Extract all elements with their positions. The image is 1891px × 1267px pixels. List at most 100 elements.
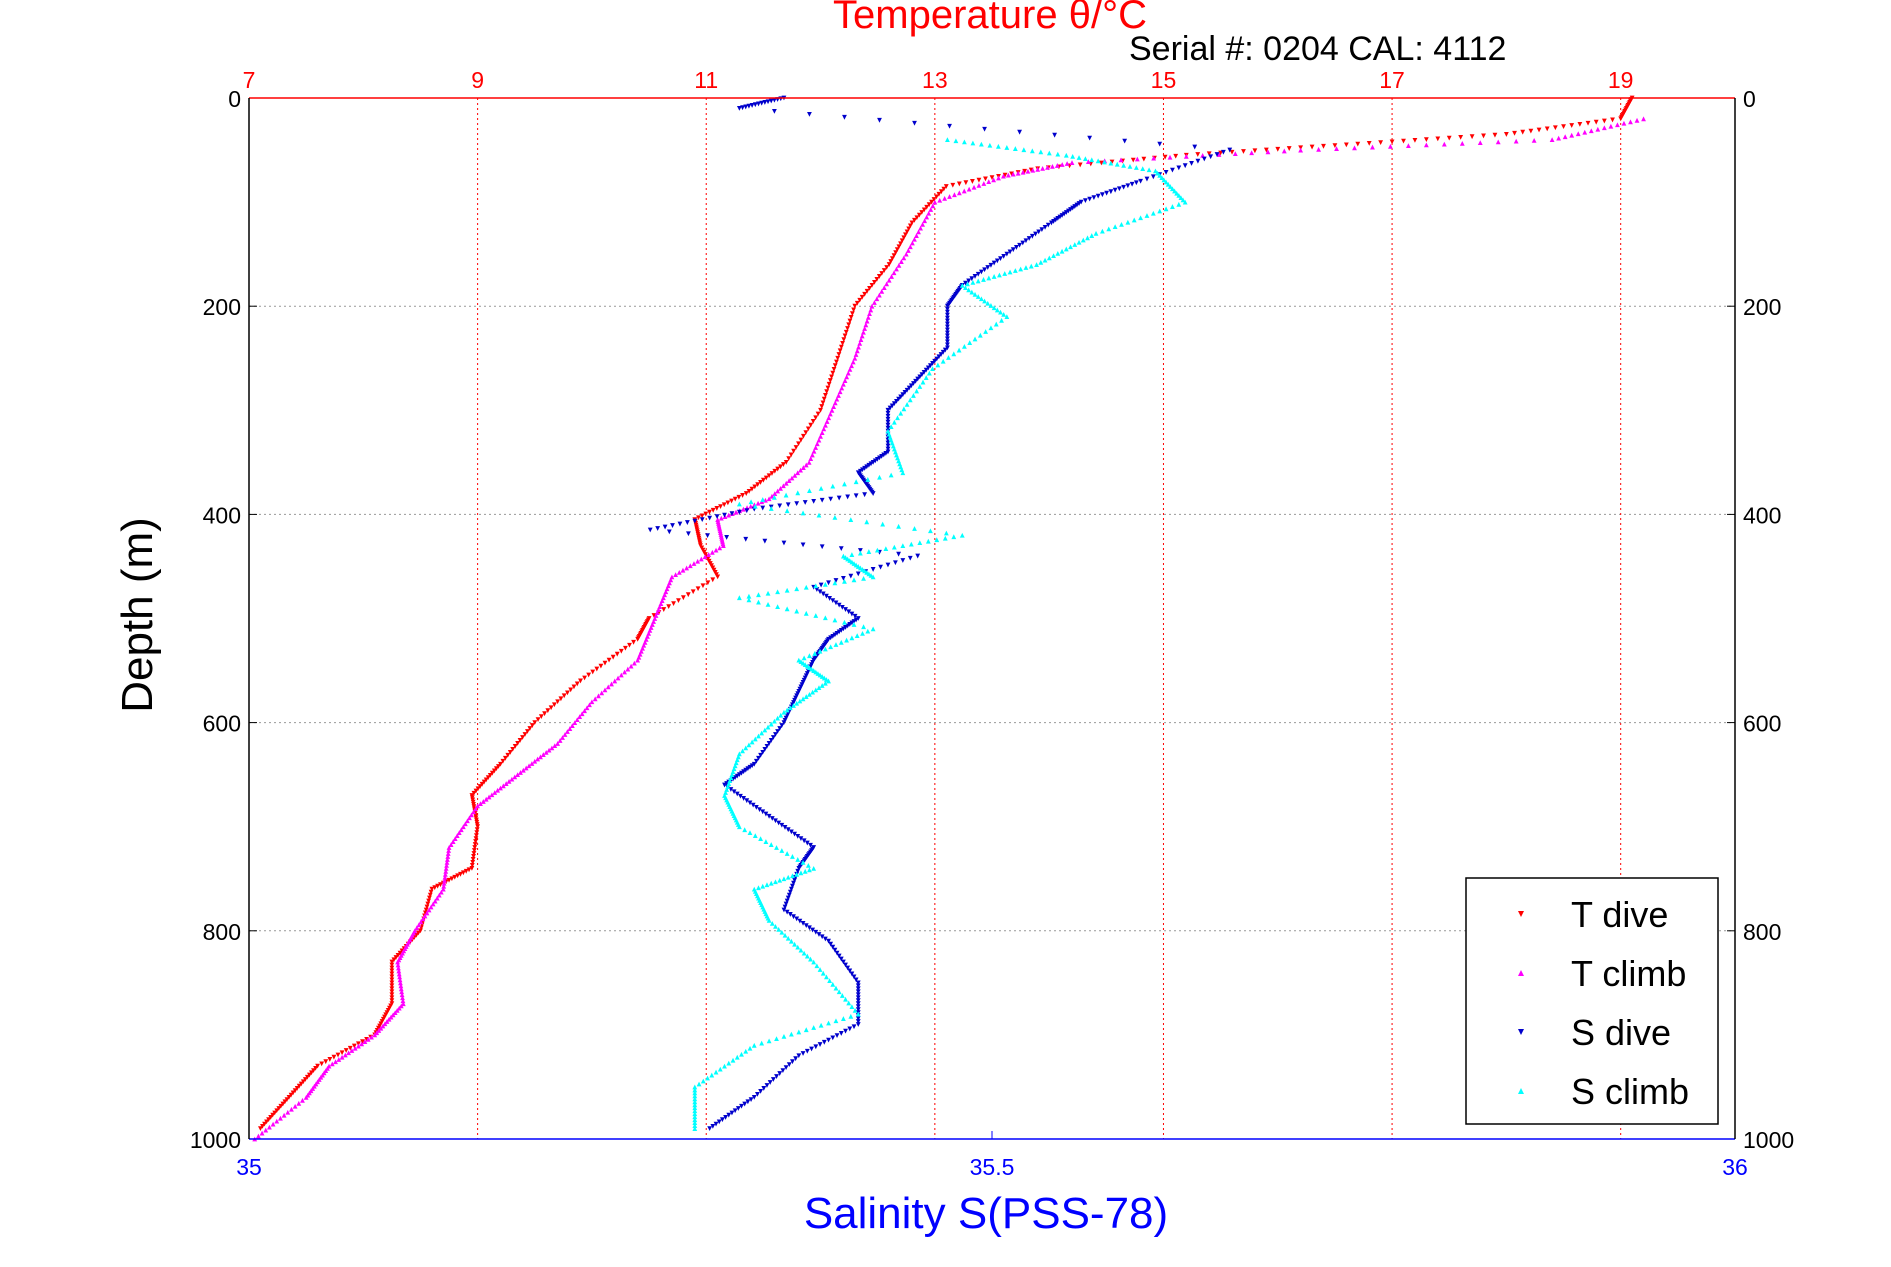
data-point-trace — [837, 389, 843, 395]
data-point-trace — [830, 944, 836, 950]
data-point-trace — [1423, 142, 1429, 148]
data-point-trace — [396, 971, 402, 977]
data-point-trace — [773, 879, 778, 885]
data-point-trace — [996, 175, 1001, 181]
axes-frame — [248, 97, 1736, 1140]
data-point-trace — [755, 500, 761, 506]
data-point-trace — [1265, 149, 1271, 155]
data-point-trace — [807, 488, 812, 494]
data-point-trace — [736, 494, 742, 500]
data-point-trace — [945, 324, 950, 330]
data-point-trace — [374, 1030, 380, 1036]
data-point-trace — [767, 1080, 773, 1085]
data-point-trace — [810, 689, 816, 695]
data-point-trace — [945, 321, 950, 327]
data-point-trace — [853, 977, 859, 983]
data-point-trace — [794, 700, 800, 706]
data-point-trace — [598, 663, 604, 669]
data-point-trace — [837, 348, 843, 354]
data-point-trace — [885, 446, 891, 452]
data-point-trace — [877, 117, 882, 123]
series-t-climb — [252, 116, 1646, 1142]
data-point — [870, 626, 876, 632]
data-point-trace — [1134, 156, 1140, 162]
data-point-trace — [785, 827, 791, 833]
data-point-trace — [847, 1026, 853, 1032]
data-point-trace — [1492, 132, 1498, 138]
data-point-trace — [1001, 253, 1007, 259]
data-point-trace — [991, 305, 997, 311]
data-point-trace — [836, 602, 842, 608]
data-point-trace — [1118, 157, 1124, 163]
data-point-trace — [804, 953, 810, 959]
data-point-trace — [791, 914, 796, 920]
data-point-trace — [885, 562, 891, 568]
data-point-trace — [896, 523, 901, 529]
data-point-trace — [606, 657, 612, 663]
data-point-trace — [758, 1089, 764, 1094]
data-point-trace — [671, 601, 676, 607]
data-point — [885, 449, 891, 455]
temperature-tick-label: 11 — [694, 67, 718, 93]
data-point-trace — [748, 499, 754, 505]
data-point-trace — [500, 783, 506, 789]
data-point-trace — [800, 465, 806, 470]
data-point-trace — [846, 322, 852, 328]
temperature-tick-label: 19 — [1608, 67, 1634, 93]
data-point — [722, 782, 727, 788]
data-point-trace — [716, 1119, 722, 1125]
data-point-trace — [983, 329, 989, 334]
data-point-trace — [389, 974, 395, 980]
data-point-trace — [445, 851, 451, 856]
data-point-trace — [752, 503, 758, 509]
data-point-trace — [486, 794, 492, 800]
data-point-trace — [817, 1042, 823, 1047]
data-point-trace — [834, 359, 839, 365]
data-point-trace — [864, 288, 870, 294]
data-point-trace — [836, 495, 842, 501]
data-point-trace — [770, 735, 776, 740]
data-point-trace — [975, 271, 981, 277]
data-point-trace — [1125, 219, 1131, 225]
data-point-trace — [842, 619, 847, 625]
data-point-trace — [788, 829, 794, 835]
data-point-trace — [956, 181, 962, 187]
tick-labels: 0 0 200 200 400 400 600 600 800 800 1000 1000 7 9 11 13… — [190, 67, 1794, 1180]
data-point-trace — [438, 889, 444, 895]
data-point-trace — [495, 787, 501, 793]
data-point-trace — [670, 523, 675, 528]
data-point-trace — [768, 721, 774, 727]
data-point-trace — [802, 868, 808, 874]
data-point-trace — [473, 833, 479, 839]
data-point-trace — [662, 524, 668, 530]
data-point — [945, 137, 950, 143]
data-point-trace — [833, 578, 839, 583]
data-point-trace — [849, 611, 855, 617]
data-point-trace — [838, 956, 844, 962]
data-point-trace — [978, 141, 984, 147]
data-point-trace — [855, 992, 861, 998]
data-point-trace — [790, 854, 795, 859]
data-point-trace — [365, 1036, 371, 1042]
data-point-trace — [788, 452, 794, 458]
data-point-trace — [692, 1111, 698, 1117]
data-point-trace — [426, 907, 432, 913]
data-point-trace — [855, 1001, 861, 1007]
data-point — [1069, 160, 1075, 165]
data-point-trace — [885, 425, 891, 431]
data-point-trace — [1520, 129, 1526, 135]
data-point-trace — [438, 882, 443, 888]
data-point-trace — [830, 981, 836, 987]
data-point-trace — [427, 892, 433, 898]
data-point-trace — [1321, 143, 1326, 149]
data-point-trace — [848, 314, 854, 320]
data-point-trace — [1556, 135, 1562, 141]
data-point-trace — [498, 785, 503, 791]
data-point-trace — [812, 651, 818, 656]
data-point-trace — [851, 974, 857, 980]
data-point-trace — [551, 702, 557, 708]
data-point-trace — [400, 995, 405, 1001]
data-point-trace — [602, 687, 608, 693]
data-point-trace — [934, 537, 940, 543]
data-point-trace — [895, 415, 900, 421]
